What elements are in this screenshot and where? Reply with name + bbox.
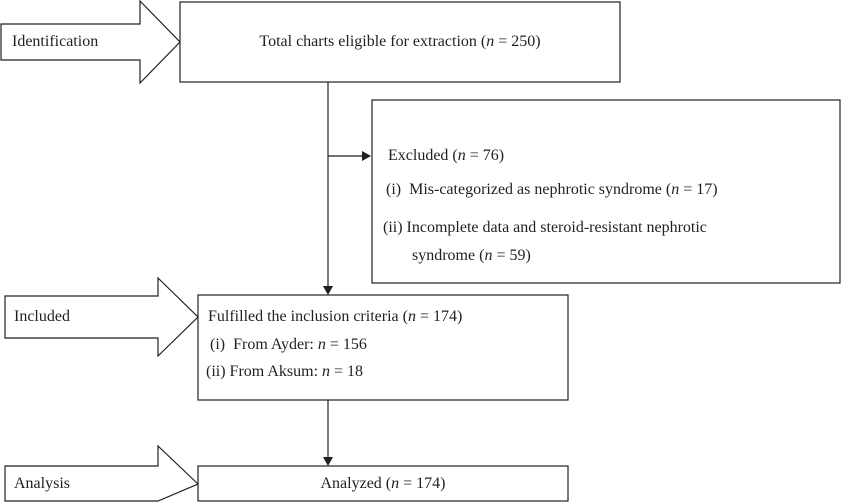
- arrowhead: [362, 151, 371, 161]
- box: [197, 465, 569, 502]
- box-item: (i) Mis-categorized as nephrotic syndrom…: [386, 181, 718, 198]
- arrowhead: [323, 457, 333, 466]
- stage-arrow: [4, 276, 199, 358]
- box-title: Fulfilled the inclusion criteria (n = 17…: [208, 308, 462, 325]
- box-title: Excluded (n = 76): [388, 147, 504, 164]
- box-item: (ii) Incomplete data and steroid-resista…: [383, 219, 707, 236]
- box-item: (i) From Ayder: n = 156: [210, 336, 367, 353]
- box-text: Analyzed (n = 174): [321, 475, 446, 492]
- box-item: syndrome (n = 59): [412, 247, 531, 264]
- box-item: (ii) From Aksum: n = 18: [206, 363, 363, 380]
- box: [179, 1, 621, 83]
- stage-label: Included: [14, 308, 70, 325]
- arrowhead: [323, 286, 333, 295]
- stage-arrow: [4, 444, 200, 502]
- box: [371, 99, 841, 284]
- box: [197, 294, 569, 401]
- stage-label: Analysis: [14, 475, 70, 492]
- box-text: Total charts eligible for extraction (n …: [259, 33, 540, 50]
- stage-label: Identification: [12, 33, 98, 50]
- stage-arrow: [0, 0, 181, 85]
